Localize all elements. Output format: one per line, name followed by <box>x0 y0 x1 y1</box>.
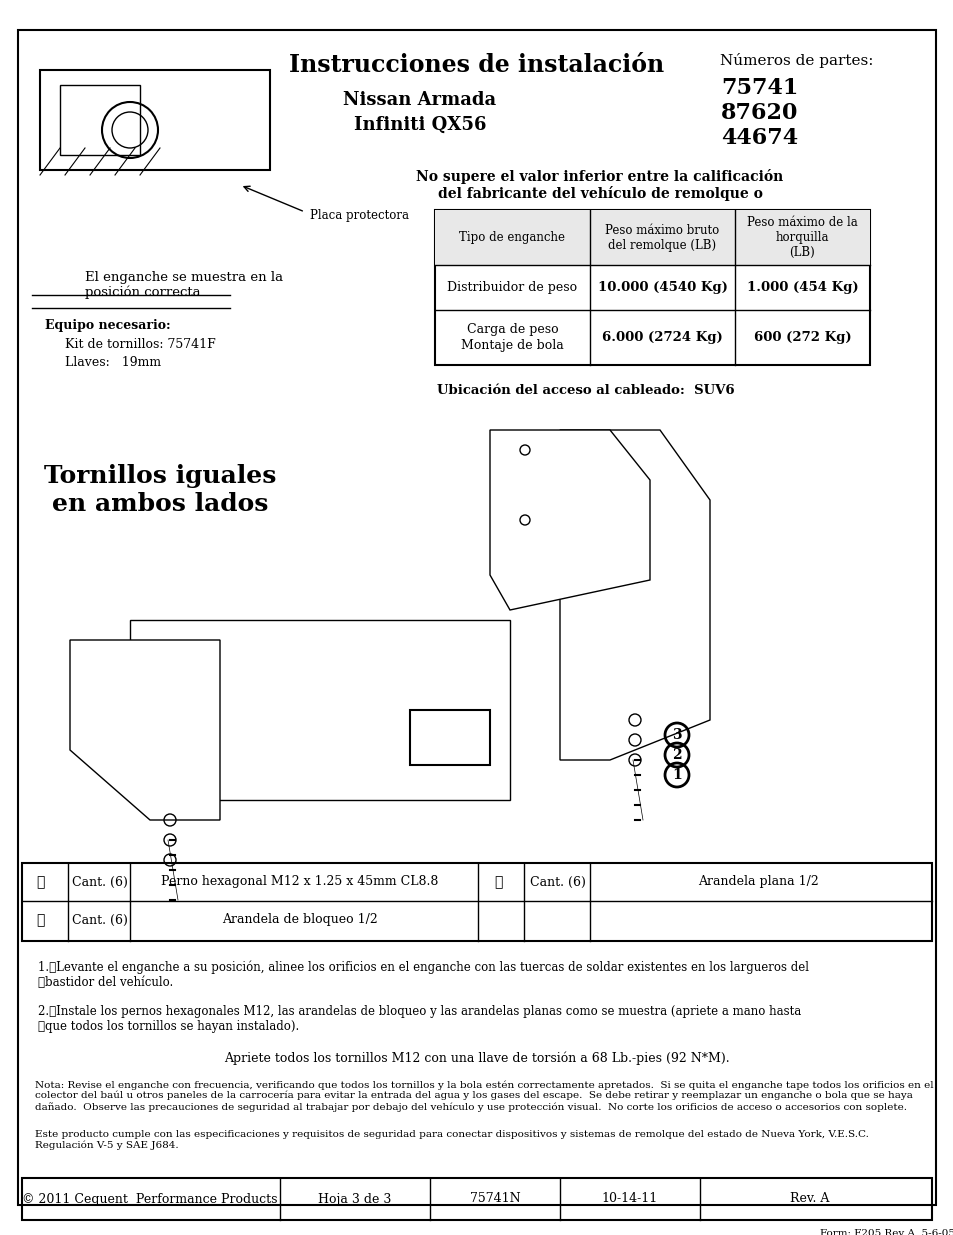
Text: Nissan Armada: Nissan Armada <box>343 91 497 109</box>
Bar <box>435 210 869 366</box>
Text: 2: 2 <box>672 748 681 762</box>
Text: 87620: 87620 <box>720 103 798 124</box>
Text: Carga de peso
Montaje de bola: Carga de peso Montaje de bola <box>460 324 563 352</box>
Bar <box>60 85 140 156</box>
Text: 10-14-11: 10-14-11 <box>601 1193 658 1205</box>
Text: 3: 3 <box>672 727 681 742</box>
Text: Kit de tornillos: 75741F: Kit de tornillos: 75741F <box>65 338 215 352</box>
Text: Ubicación del acceso al cableado:  SUV6: Ubicación del acceso al cableado: SUV6 <box>436 384 734 396</box>
Text: 1: 1 <box>672 768 681 782</box>
Text: Cant. (6): Cant. (6) <box>530 876 585 888</box>
Text: Números de partes:: Números de partes: <box>720 53 873 68</box>
Text: Cant. (6): Cant. (6) <box>72 876 128 888</box>
Text: Tornillos iguales
en ambos lados: Tornillos iguales en ambos lados <box>44 464 276 516</box>
Text: Infiniti QX56: Infiniti QX56 <box>354 116 486 135</box>
Text: Nota: Revise el enganche con frecuencia, verificando que todos los tornillos y l: Nota: Revise el enganche con frecuencia,… <box>35 1079 933 1112</box>
Bar <box>22 863 931 941</box>
Text: No supere el valor inferior entre la calificación
del fabricante del vehículo de: No supere el valor inferior entre la cal… <box>416 169 782 201</box>
Text: 6.000 (2724 Kg): 6.000 (2724 Kg) <box>601 331 722 345</box>
Text: 75741: 75741 <box>720 77 798 99</box>
Polygon shape <box>70 640 220 820</box>
Text: Cant. (6): Cant. (6) <box>72 914 128 926</box>
Bar <box>40 70 270 170</box>
Text: Equipo necesario:: Equipo necesario: <box>45 319 171 331</box>
Text: ①: ① <box>36 876 44 889</box>
Text: Arandela plana 1/2: Arandela plana 1/2 <box>697 876 818 888</box>
Text: Instrucciones de instalación: Instrucciones de instalación <box>289 53 664 77</box>
Text: 600 (272 Kg): 600 (272 Kg) <box>753 331 850 345</box>
Bar <box>410 710 490 764</box>
Text: Perno hexagonal M12 x 1.25 x 45mm CL8.8: Perno hexagonal M12 x 1.25 x 45mm CL8.8 <box>161 876 438 888</box>
Text: ②: ② <box>36 913 44 927</box>
Text: Form: F205 Rev A  5-6-05: Form: F205 Rev A 5-6-05 <box>820 1229 953 1235</box>
Polygon shape <box>490 430 649 610</box>
Bar <box>435 210 869 266</box>
Text: Arandela de bloqueo 1/2: Arandela de bloqueo 1/2 <box>222 914 377 926</box>
Text: 2.	Instale los pernos hexagonales M12, las arandelas de bloqueo y las arandelas : 2. Instale los pernos hexagonales M12, l… <box>38 1005 801 1032</box>
Bar <box>130 620 510 800</box>
Text: Peso máximo de la
horquilla
(LB): Peso máximo de la horquilla (LB) <box>746 216 857 259</box>
Text: El enganche se muestra en la
posición correcta: El enganche se muestra en la posición co… <box>85 270 283 299</box>
Text: Hoja 3 de 3: Hoja 3 de 3 <box>318 1193 392 1205</box>
Text: Peso máximo bruto
del remolque (LB): Peso máximo bruto del remolque (LB) <box>605 224 719 252</box>
Text: Rev. A: Rev. A <box>789 1193 829 1205</box>
Text: 1.000 (454 Kg): 1.000 (454 Kg) <box>746 282 858 294</box>
Text: Este producto cumple con las especificaciones y requisitos de seguridad para con: Este producto cumple con las especificac… <box>35 1130 868 1150</box>
Text: Distribuidor de peso: Distribuidor de peso <box>447 282 577 294</box>
Text: Llaves:   19mm: Llaves: 19mm <box>65 357 161 369</box>
Bar <box>22 1178 931 1220</box>
Text: © 2011 Cequent  Performance Products: © 2011 Cequent Performance Products <box>22 1193 277 1205</box>
Text: 44674: 44674 <box>720 127 798 149</box>
Text: Placa protectora: Placa protectora <box>310 209 409 221</box>
Text: 75741N: 75741N <box>469 1193 519 1205</box>
Polygon shape <box>559 430 709 760</box>
Text: 10.000 (4540 Kg): 10.000 (4540 Kg) <box>597 282 727 294</box>
Text: Apriete todos los tornillos M12 con una llave de torsión a 68 Lb.-pies (92 N*M).: Apriete todos los tornillos M12 con una … <box>224 1051 729 1065</box>
Text: Tipo de enganche: Tipo de enganche <box>459 231 565 245</box>
Text: ③: ③ <box>494 876 501 889</box>
Text: 1.	Levante el enganche a su posición, alinee los orificios en el enganche con la: 1. Levante el enganche a su posición, al… <box>38 960 808 988</box>
